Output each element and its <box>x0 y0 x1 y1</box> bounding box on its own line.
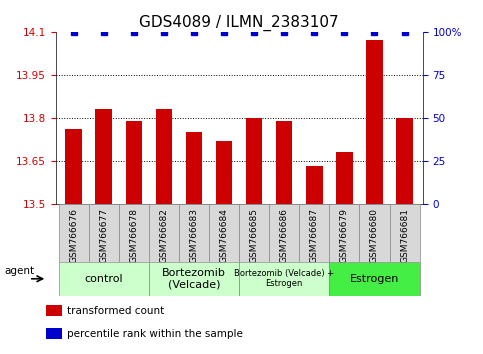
Text: GSM766680: GSM766680 <box>370 208 379 263</box>
Text: GSM766682: GSM766682 <box>159 208 169 263</box>
Text: GSM766683: GSM766683 <box>189 208 199 263</box>
Bar <box>246 118 262 204</box>
Text: Estrogen: Estrogen <box>350 274 399 284</box>
Bar <box>239 204 269 262</box>
Text: GSM766685: GSM766685 <box>250 208 258 263</box>
Bar <box>396 118 413 204</box>
Text: GSM766681: GSM766681 <box>400 208 409 263</box>
Text: agent: agent <box>4 266 35 276</box>
Bar <box>209 204 239 262</box>
Bar <box>46 305 61 316</box>
Text: GSM766686: GSM766686 <box>280 208 289 263</box>
Text: GSM766687: GSM766687 <box>310 208 319 263</box>
Bar <box>46 328 61 339</box>
Text: transformed count: transformed count <box>68 306 165 316</box>
Text: Bortezomib
(Velcade): Bortezomib (Velcade) <box>162 268 226 290</box>
Bar <box>126 121 142 204</box>
Bar <box>149 204 179 262</box>
Bar <box>359 204 389 262</box>
Bar <box>306 166 323 204</box>
Text: GSM766684: GSM766684 <box>220 208 228 263</box>
Bar <box>65 129 82 204</box>
Bar <box>276 121 293 204</box>
Bar <box>389 204 420 262</box>
Bar <box>156 109 172 204</box>
Bar <box>96 109 112 204</box>
Bar <box>179 204 209 262</box>
Bar <box>336 152 353 204</box>
Bar <box>185 132 202 204</box>
Text: GSM766676: GSM766676 <box>69 208 78 263</box>
Text: control: control <box>85 274 123 284</box>
Bar <box>329 262 420 296</box>
Bar <box>89 204 119 262</box>
Bar <box>58 204 89 262</box>
Bar <box>216 141 232 204</box>
Text: GSM766679: GSM766679 <box>340 208 349 263</box>
Bar <box>239 262 329 296</box>
Bar <box>269 204 299 262</box>
Bar <box>149 262 239 296</box>
Bar <box>58 262 149 296</box>
Text: Bortezomib (Velcade) +
Estrogen: Bortezomib (Velcade) + Estrogen <box>234 269 334 289</box>
Text: GSM766677: GSM766677 <box>99 208 108 263</box>
Title: GDS4089 / ILMN_2383107: GDS4089 / ILMN_2383107 <box>139 14 339 30</box>
Text: percentile rank within the sample: percentile rank within the sample <box>68 329 243 339</box>
Bar <box>366 40 383 204</box>
Bar <box>329 204 359 262</box>
Bar <box>119 204 149 262</box>
Text: GSM766678: GSM766678 <box>129 208 138 263</box>
Bar <box>299 204 329 262</box>
